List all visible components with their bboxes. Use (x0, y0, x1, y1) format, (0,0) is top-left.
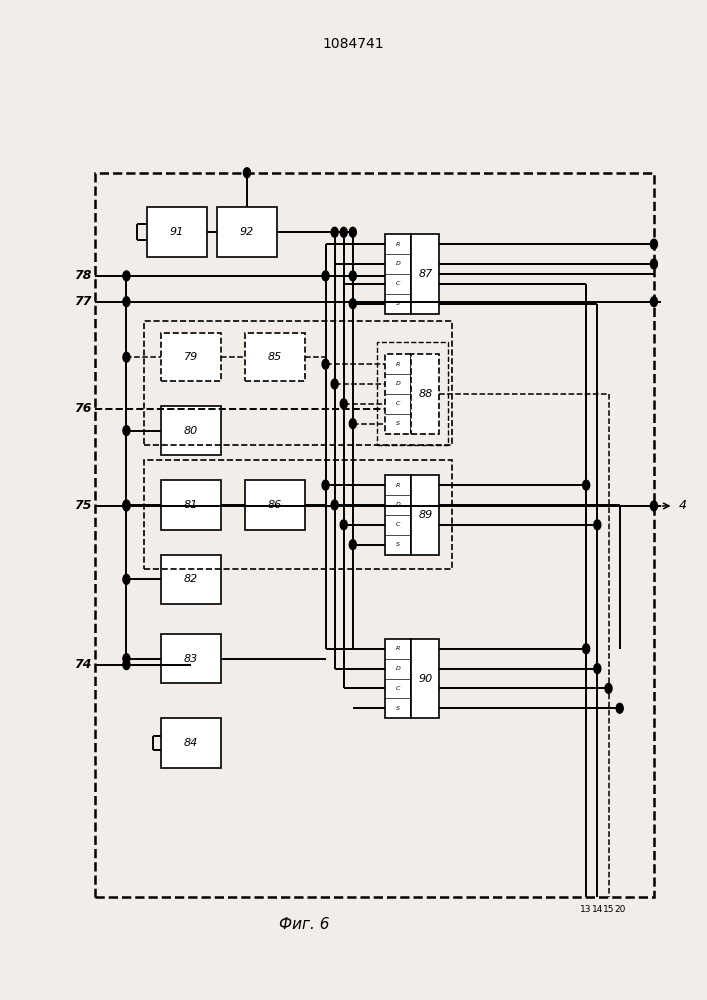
Circle shape (331, 379, 338, 389)
Circle shape (349, 419, 356, 429)
Text: C: C (396, 522, 400, 527)
Circle shape (123, 297, 130, 307)
Bar (217, 207, 276, 257)
Text: 83: 83 (184, 654, 198, 664)
Text: S: S (396, 301, 400, 306)
Circle shape (349, 227, 356, 237)
Bar (95, 173, 654, 897)
Circle shape (123, 352, 130, 362)
Circle shape (322, 359, 329, 369)
Text: R: R (396, 242, 400, 247)
Circle shape (650, 501, 658, 511)
Circle shape (349, 271, 356, 281)
Circle shape (349, 540, 356, 550)
Text: 4: 4 (679, 499, 687, 512)
Bar (411, 639, 440, 718)
Text: S: S (396, 706, 400, 711)
Circle shape (123, 501, 130, 511)
Bar (411, 234, 440, 314)
Circle shape (123, 271, 130, 281)
Text: Фиг. 6: Фиг. 6 (279, 917, 330, 932)
Circle shape (243, 168, 250, 178)
Text: 1084741: 1084741 (322, 37, 385, 51)
Text: 84: 84 (184, 738, 198, 748)
Text: R: R (396, 483, 400, 488)
Circle shape (322, 480, 329, 490)
Text: S: S (396, 421, 400, 426)
Text: 88: 88 (419, 389, 433, 399)
Text: 89: 89 (419, 510, 433, 520)
Text: 14: 14 (592, 905, 603, 914)
Bar (147, 207, 206, 257)
Text: 90: 90 (419, 674, 433, 684)
Text: 20: 20 (614, 905, 626, 914)
Circle shape (594, 664, 601, 674)
Circle shape (331, 500, 338, 510)
Text: 85: 85 (268, 352, 282, 362)
Bar (161, 718, 221, 768)
Text: D: D (396, 261, 401, 266)
Bar (385, 234, 411, 314)
Bar (144, 321, 452, 445)
Circle shape (123, 660, 130, 670)
Bar (144, 460, 452, 569)
Text: C: C (396, 401, 400, 406)
Text: 82: 82 (184, 574, 198, 584)
Circle shape (650, 239, 658, 249)
Text: 74: 74 (74, 658, 91, 671)
Circle shape (331, 227, 338, 237)
Text: 13: 13 (580, 905, 592, 914)
Text: 75: 75 (74, 499, 91, 512)
Circle shape (617, 703, 623, 713)
Bar (161, 333, 221, 381)
Text: C: C (396, 686, 400, 691)
Bar (161, 406, 221, 455)
Circle shape (605, 683, 612, 693)
Circle shape (349, 299, 356, 309)
Text: D: D (396, 666, 401, 671)
Circle shape (123, 654, 130, 664)
Bar (245, 333, 305, 381)
Circle shape (340, 520, 347, 530)
Bar (411, 475, 440, 555)
Text: 86: 86 (268, 500, 282, 510)
Bar (245, 480, 305, 530)
Circle shape (123, 426, 130, 436)
Text: D: D (396, 502, 401, 507)
Circle shape (650, 259, 658, 269)
Text: 15: 15 (603, 905, 614, 914)
Bar (385, 475, 411, 555)
Circle shape (594, 520, 601, 530)
Text: 77: 77 (74, 295, 91, 308)
Text: 76: 76 (74, 402, 91, 415)
Text: 78: 78 (74, 269, 91, 282)
Text: 80: 80 (184, 426, 198, 436)
Text: 91: 91 (170, 227, 185, 237)
Circle shape (583, 480, 590, 490)
Bar (161, 555, 221, 604)
Text: C: C (396, 281, 400, 286)
Circle shape (123, 574, 130, 584)
Circle shape (322, 271, 329, 281)
Circle shape (650, 297, 658, 307)
Text: R: R (396, 646, 400, 651)
Text: 92: 92 (240, 227, 254, 237)
Text: 87: 87 (419, 269, 433, 279)
Bar (385, 354, 411, 434)
Text: S: S (396, 542, 400, 547)
Bar (161, 480, 221, 530)
Text: D: D (396, 381, 401, 386)
Circle shape (123, 500, 130, 510)
Text: 81: 81 (184, 500, 198, 510)
Bar (411, 354, 440, 434)
Bar (385, 639, 411, 718)
Bar (377, 342, 448, 445)
Circle shape (340, 227, 347, 237)
Circle shape (583, 644, 590, 654)
Bar (161, 634, 221, 683)
Text: 79: 79 (184, 352, 198, 362)
Circle shape (340, 399, 347, 409)
Text: R: R (396, 362, 400, 367)
